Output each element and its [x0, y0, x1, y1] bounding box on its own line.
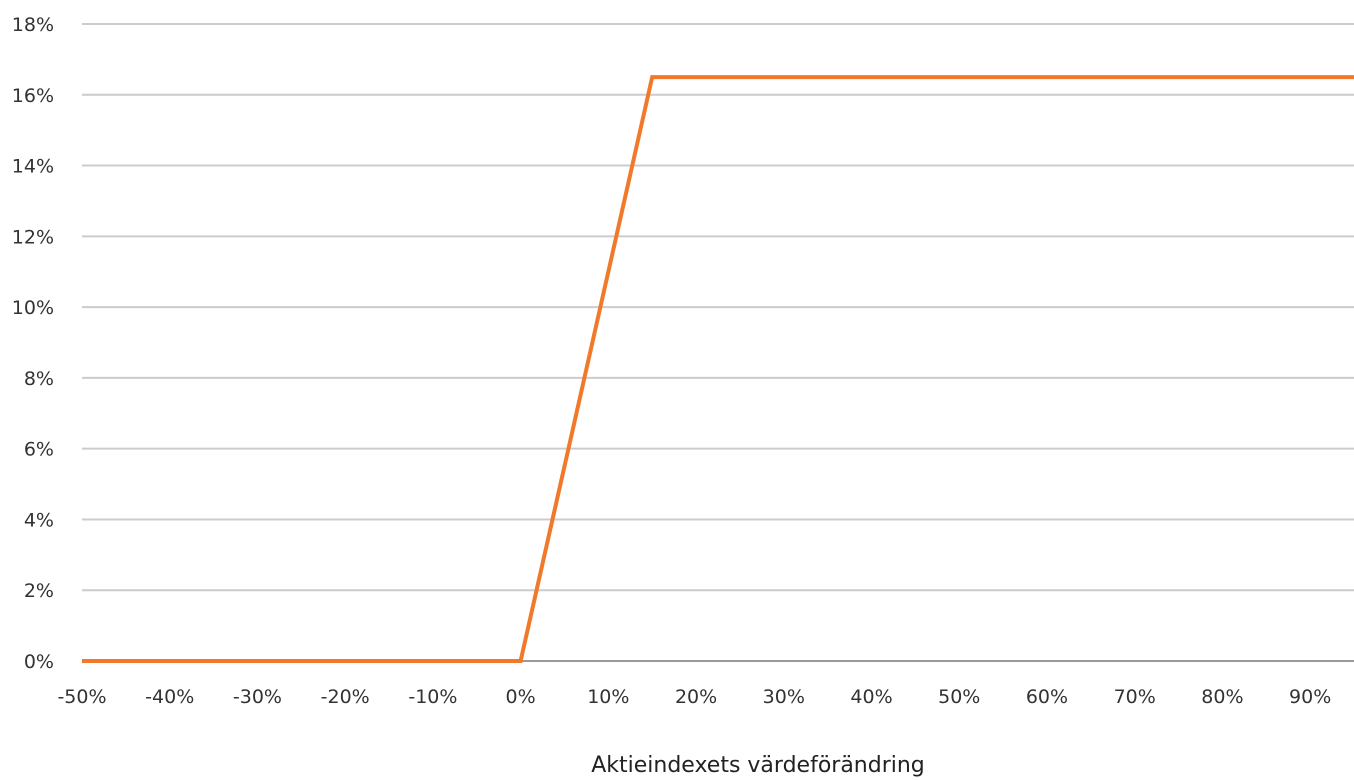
x-tick-label: 80%: [1201, 686, 1243, 708]
y-tick-label: 8%: [24, 368, 54, 390]
y-tick-label: 18%: [12, 14, 54, 36]
y-tick-label: 6%: [24, 439, 54, 461]
series-group: [82, 75, 1354, 663]
x-tick-label: 30%: [763, 686, 805, 708]
gridlines: [82, 23, 1354, 592]
y-tick-labels: 0% 2% 4% 6% 8% 10% 12% 14% 16% 18%: [12, 14, 54, 673]
y-tick-label: 16%: [12, 85, 54, 107]
x-tick-labels: -50% -40% -30% -20% -10% 0% 10% 20% 30% 40% 50% 60%…: [57, 686, 1331, 708]
series-line-0: [82, 75, 1354, 663]
x-tick-label: 10%: [587, 686, 629, 708]
x-tick-label: -40%: [145, 686, 194, 708]
x-tick-label: -50%: [57, 686, 106, 708]
x-tick-label: 40%: [850, 686, 892, 708]
x-tick-label: 90%: [1289, 686, 1331, 708]
x-axis-title: Aktieindexets värdeförändring: [591, 753, 925, 778]
x-tick-label: 50%: [938, 686, 980, 708]
x-tick-label: -10%: [408, 686, 457, 708]
x-tick-label: -20%: [321, 686, 370, 708]
x-tick-label: 20%: [675, 686, 717, 708]
x-tick-label: 60%: [1026, 686, 1068, 708]
y-tick-label: 0%: [24, 651, 54, 673]
y-tick-label: 2%: [24, 580, 54, 602]
y-tick-label: 10%: [12, 297, 54, 319]
y-tick-label: 4%: [24, 509, 54, 531]
x-tick-label: -30%: [233, 686, 282, 708]
y-tick-label: 14%: [12, 156, 54, 178]
y-tick-label: 12%: [12, 226, 54, 248]
x-tick-label: 70%: [1114, 686, 1156, 708]
x-tick-label: 0%: [506, 686, 536, 708]
